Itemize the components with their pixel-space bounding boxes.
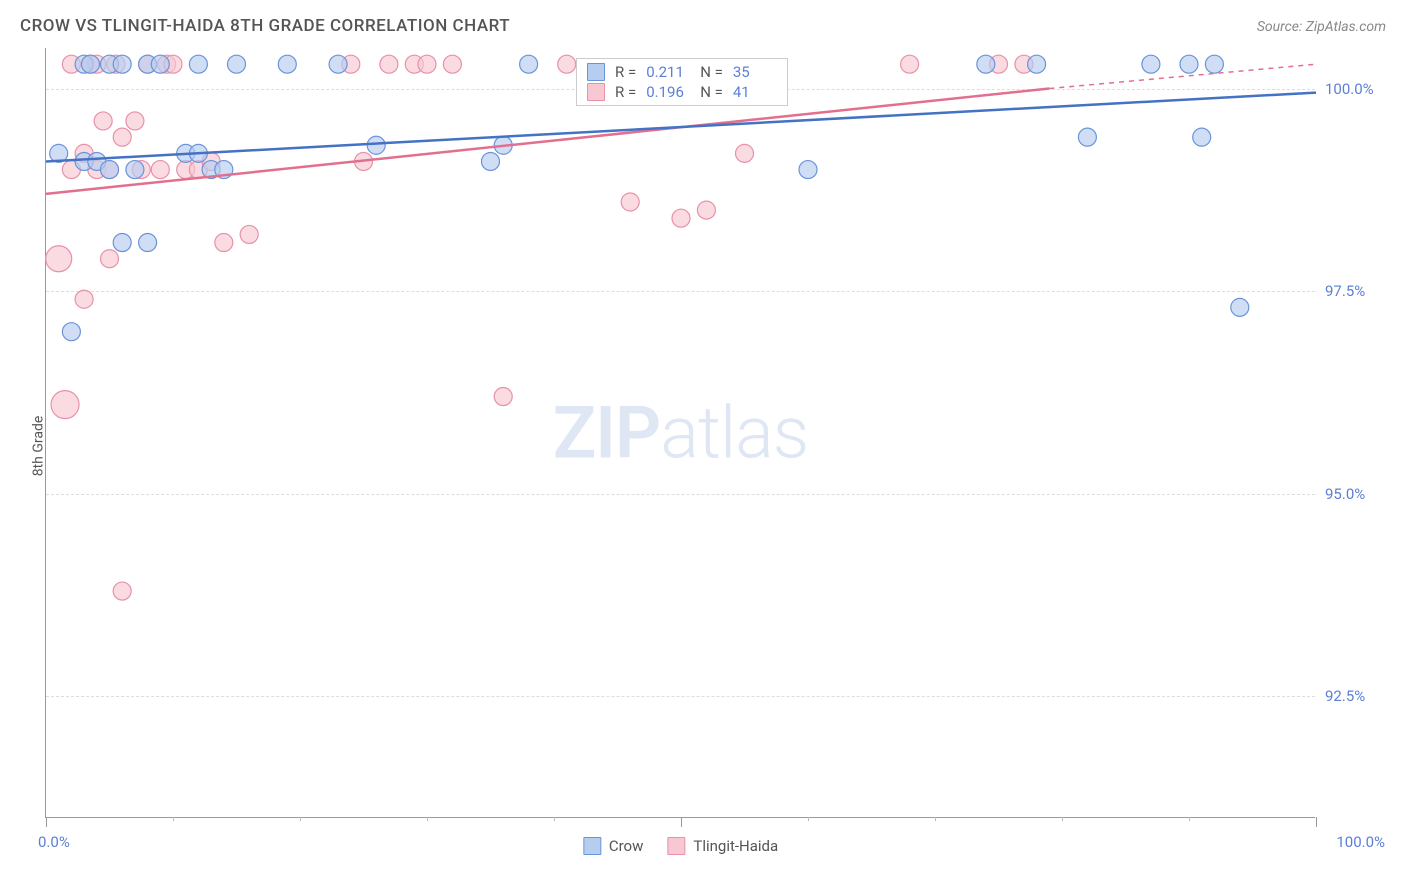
x-tick-minor bbox=[1189, 817, 1190, 821]
data-point bbox=[51, 391, 79, 419]
data-point bbox=[1142, 55, 1160, 73]
data-point bbox=[113, 55, 131, 73]
stats-r-value: 0.196 bbox=[646, 83, 690, 101]
source-attribution: Source: ZipAtlas.com bbox=[1257, 19, 1386, 35]
data-point bbox=[418, 55, 436, 73]
x-tick-minor bbox=[300, 817, 301, 821]
x-tick-minor bbox=[808, 817, 809, 821]
data-point bbox=[126, 112, 144, 130]
data-point bbox=[215, 234, 233, 252]
data-point bbox=[1205, 55, 1223, 73]
y-tick-label: 100.0% bbox=[1325, 80, 1385, 98]
data-point bbox=[380, 55, 398, 73]
data-point bbox=[278, 55, 296, 73]
y-tick-label: 92.5% bbox=[1325, 687, 1385, 705]
data-point bbox=[113, 582, 131, 600]
data-point bbox=[46, 246, 72, 272]
stats-n-label: N = bbox=[700, 63, 723, 81]
data-point bbox=[151, 55, 169, 73]
trend-line bbox=[46, 89, 1049, 194]
x-axis-min-label: 0.0% bbox=[38, 833, 70, 851]
stats-row: R = 0.211 N = 35 bbox=[587, 63, 777, 81]
legend-label-tlingit: Tlingit-Haida bbox=[693, 837, 778, 855]
x-tick-minor bbox=[173, 817, 174, 821]
chart-header: CROW VS TLINGIT-HAIDA 8TH GRADE CORRELAT… bbox=[20, 16, 1386, 36]
chart-title: CROW VS TLINGIT-HAIDA 8TH GRADE CORRELAT… bbox=[20, 16, 510, 36]
data-point bbox=[113, 234, 131, 252]
stats-n-value: 41 bbox=[733, 83, 777, 101]
x-tick-major bbox=[681, 817, 682, 827]
data-point bbox=[494, 388, 512, 406]
legend-label-crow: Crow bbox=[609, 837, 644, 855]
legend-swatch-crow bbox=[583, 837, 601, 855]
data-point bbox=[1078, 128, 1096, 146]
data-point bbox=[736, 144, 754, 162]
data-point bbox=[240, 225, 258, 243]
chart-legend: Crow Tlingit-Haida bbox=[583, 837, 778, 855]
y-tick-label: 95.0% bbox=[1325, 485, 1385, 503]
data-point bbox=[101, 161, 119, 179]
data-point bbox=[367, 136, 385, 154]
stats-r-label: R = bbox=[615, 63, 636, 81]
data-point bbox=[139, 234, 157, 252]
data-point bbox=[901, 55, 919, 73]
stats-r-value: 0.211 bbox=[646, 63, 690, 81]
x-tick-major bbox=[1316, 817, 1317, 827]
chart-svg bbox=[46, 48, 1315, 817]
data-point bbox=[228, 55, 246, 73]
stats-n-value: 35 bbox=[733, 63, 777, 81]
data-point bbox=[697, 201, 715, 219]
data-point bbox=[672, 209, 690, 227]
x-tick-minor bbox=[1062, 817, 1063, 821]
x-tick-minor bbox=[554, 817, 555, 821]
stats-row: R = 0.196 N = 41 bbox=[587, 83, 777, 101]
data-point bbox=[189, 55, 207, 73]
data-point bbox=[81, 55, 99, 73]
x-tick-minor bbox=[427, 817, 428, 821]
chart-plot-area: ZIPatlas R =0.211N =35R =0.196N =41 Crow… bbox=[45, 48, 1315, 818]
stats-r-label: R = bbox=[615, 83, 636, 101]
legend-item-crow: Crow bbox=[583, 837, 644, 855]
data-point bbox=[621, 193, 639, 211]
x-tick-major bbox=[46, 817, 47, 827]
data-point bbox=[329, 55, 347, 73]
y-axis-label: 8th Grade bbox=[30, 416, 46, 477]
data-point bbox=[1231, 298, 1249, 316]
data-point bbox=[126, 161, 144, 179]
data-point bbox=[101, 250, 119, 268]
data-point bbox=[1028, 55, 1046, 73]
data-point bbox=[94, 112, 112, 130]
legend-swatch-tlingit bbox=[667, 837, 685, 855]
data-point bbox=[1193, 128, 1211, 146]
stats-swatch-icon bbox=[587, 83, 605, 101]
data-point bbox=[482, 152, 500, 170]
data-point bbox=[151, 161, 169, 179]
data-point bbox=[558, 55, 576, 73]
x-tick-minor bbox=[935, 817, 936, 821]
stats-swatch-icon bbox=[587, 63, 605, 81]
data-point bbox=[62, 323, 80, 341]
x-axis-max-label: 100.0% bbox=[1336, 833, 1385, 851]
data-point bbox=[75, 290, 93, 308]
correlation-stats-box: R = 0.211 N = 35 R = 0.196 N = 41 bbox=[576, 58, 788, 106]
legend-item-tlingit: Tlingit-Haida bbox=[667, 837, 778, 855]
data-point bbox=[113, 128, 131, 146]
data-point bbox=[520, 55, 538, 73]
stats-n-label: N = bbox=[700, 83, 723, 101]
data-point bbox=[1180, 55, 1198, 73]
data-point bbox=[799, 161, 817, 179]
y-tick-label: 97.5% bbox=[1325, 282, 1385, 300]
data-point bbox=[443, 55, 461, 73]
data-point bbox=[977, 55, 995, 73]
